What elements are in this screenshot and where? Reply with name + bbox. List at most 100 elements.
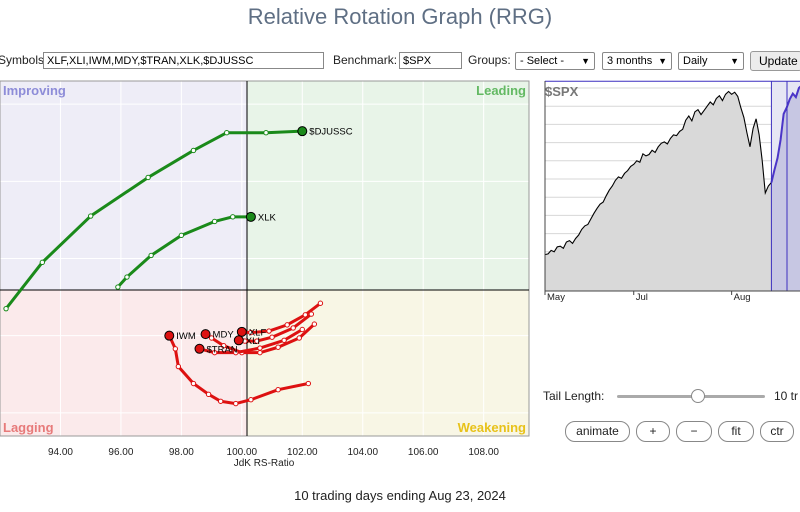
tail-point xyxy=(263,130,269,136)
x-tick-label: Jul xyxy=(636,292,648,303)
tail-point xyxy=(305,380,312,387)
tail-point xyxy=(190,147,197,154)
x-axis-label: JdK RS-Ratio xyxy=(234,458,295,468)
tail-point xyxy=(233,400,239,407)
tail-point xyxy=(224,130,230,136)
tail-point xyxy=(275,386,281,393)
tail-point xyxy=(178,232,185,239)
leading-quadrant xyxy=(247,81,529,290)
tail-point xyxy=(248,329,254,336)
tail-point xyxy=(257,345,263,351)
improving-label: Improving xyxy=(3,83,66,98)
tail-point xyxy=(190,380,197,387)
page-title: Relative Rotation Graph (RRG) xyxy=(247,4,553,29)
x-tick-label: 104.00 xyxy=(347,447,378,458)
center-button[interactable]: ctr xyxy=(760,421,794,442)
tail-point xyxy=(266,328,272,334)
x-tick-label: 94.00 xyxy=(48,447,73,458)
x-tick-label: Aug xyxy=(734,292,751,303)
tail-point xyxy=(124,274,130,280)
head-point[interactable] xyxy=(164,330,175,341)
tail-point xyxy=(290,325,296,331)
rrg-frame xyxy=(0,80,530,437)
lagging-label: Lagging xyxy=(3,420,54,435)
tail-point xyxy=(284,322,290,328)
tail-point xyxy=(281,337,287,344)
head-point[interactable] xyxy=(233,335,244,346)
chevron-down-icon: ▼ xyxy=(581,56,590,66)
groups-select-value: - Select - xyxy=(520,55,565,67)
frequency-select[interactable]: Daily ▼ xyxy=(678,52,744,70)
zoom-out-button[interactable]: − xyxy=(676,421,712,442)
tail-point xyxy=(269,334,275,340)
groups-label: Groups: xyxy=(468,53,511,67)
tail-point xyxy=(220,343,227,349)
series-label: $TRAN xyxy=(207,344,238,355)
head-point[interactable] xyxy=(297,126,308,137)
tail-point xyxy=(115,284,121,290)
tail-point xyxy=(211,218,218,225)
x-tick-label: 100.00 xyxy=(227,447,258,458)
spx-x-labels: May Jul Aug xyxy=(544,291,751,303)
frequency-select-value: Daily xyxy=(683,55,708,67)
spx-area xyxy=(544,80,800,291)
tail-point xyxy=(148,252,154,259)
tail-point xyxy=(208,335,215,341)
tail-length-label: Tail Length: xyxy=(543,389,605,403)
head-point[interactable] xyxy=(236,326,247,337)
tail-point xyxy=(145,174,151,181)
head-point[interactable] xyxy=(200,329,211,340)
benchmark-label: Benchmark: xyxy=(333,53,398,67)
tail-length-value: 10 tr xyxy=(774,389,799,403)
period-select-value: 3 months xyxy=(607,55,653,67)
x-tick-label: 106.00 xyxy=(408,447,439,458)
spx-chart: $SPX May Jul Aug xyxy=(544,80,800,303)
animate-button[interactable]: animate xyxy=(565,421,630,442)
series-label: XLK xyxy=(258,212,277,223)
head-point[interactable] xyxy=(245,211,256,222)
tail-point xyxy=(175,363,182,370)
price-line xyxy=(544,90,772,256)
rrg-x-ticks: 94.00 96.00 98.00 100.00 102.00 104.00 106.00 1… xyxy=(48,447,499,458)
tail-point xyxy=(254,338,260,344)
tail-point xyxy=(299,326,305,333)
x-tick-label: 96.00 xyxy=(108,447,133,458)
tail-point xyxy=(233,349,239,356)
tail-point xyxy=(311,321,318,327)
tail-point xyxy=(257,349,263,356)
symbols-input[interactable]: XLF,XLI,IWM,MDY,$TRAN,XLK,$DJUSSC xyxy=(43,52,324,69)
x-tick-label: 102.00 xyxy=(287,447,318,458)
lagging-quadrant xyxy=(0,290,247,436)
zoom-in-button[interactable]: + xyxy=(636,421,670,442)
fit-button[interactable]: fit xyxy=(718,421,754,442)
tail-point xyxy=(308,311,315,317)
tail-point xyxy=(230,214,236,220)
tail-point xyxy=(172,346,179,352)
series-label: MDY xyxy=(213,330,235,341)
tail-length-slider[interactable] xyxy=(690,389,705,403)
chevron-down-icon: ▼ xyxy=(658,56,667,66)
weakening-label: Weakening xyxy=(458,420,526,435)
period-select[interactable]: 3 months ▼ xyxy=(602,52,672,70)
tail-point xyxy=(3,305,9,312)
tail-point xyxy=(205,391,212,398)
improving-quadrant xyxy=(0,81,247,290)
leading-label: Leading xyxy=(476,83,526,98)
rrg-chart: Improving Leading Lagging Weakening $DJU… xyxy=(0,80,530,468)
benchmark-input[interactable]: $SPX xyxy=(399,52,462,69)
spx-title: $SPX xyxy=(545,84,579,99)
chevron-down-icon: ▼ xyxy=(730,56,739,66)
price-area xyxy=(545,91,772,291)
series-label: $DJUSSC xyxy=(309,127,352,138)
rrg-grid xyxy=(0,80,530,437)
update-button[interactable]: Update xyxy=(750,51,800,71)
tail-point xyxy=(217,398,224,404)
symbols-label: Symbols: xyxy=(0,53,48,67)
x-tick-label: 108.00 xyxy=(468,447,499,458)
x-tick-label: May xyxy=(547,292,565,303)
series-label: XLF xyxy=(249,327,267,338)
head-point[interactable] xyxy=(194,343,205,354)
groups-select[interactable]: - Select - ▼ xyxy=(515,52,595,70)
tail-line xyxy=(4,129,304,311)
tail-line xyxy=(167,334,310,406)
